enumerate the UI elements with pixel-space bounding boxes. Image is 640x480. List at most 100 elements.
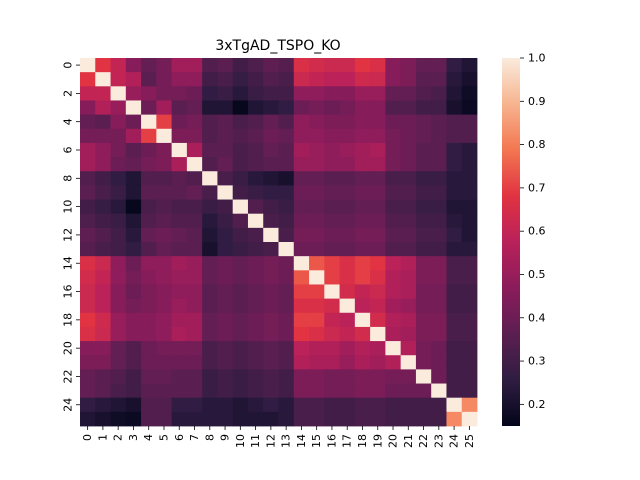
heatmap-cell [339, 383, 356, 399]
heatmap-cell [110, 100, 127, 116]
heatmap-cell [110, 213, 127, 229]
heatmap-cell [370, 100, 386, 116]
heatmap-cell [80, 213, 96, 229]
heatmap-cell [293, 284, 310, 300]
heatmap-cell [156, 227, 173, 243]
heatmap-cell [431, 142, 447, 158]
heatmap-cell [461, 227, 478, 243]
heatmap-cell [247, 114, 264, 130]
heatmap-cell [339, 227, 356, 243]
heatmap-cell [431, 58, 447, 73]
heatmap-cell [247, 355, 264, 370]
heatmap-cell [263, 270, 279, 285]
heatmap-cell [431, 86, 447, 101]
x-tick-label: 13 [280, 434, 293, 448]
heatmap-cell [156, 72, 173, 87]
heatmap-cell [415, 383, 432, 399]
heatmap-cell [263, 114, 279, 130]
heatmap-cell [247, 369, 264, 384]
x-tick-label: 19 [371, 434, 384, 448]
heatmap-cell [354, 355, 371, 370]
heatmap-cell [202, 341, 218, 356]
heatmap-cell [385, 242, 402, 257]
heatmap-cell [186, 171, 203, 186]
heatmap-cell [400, 142, 417, 158]
heatmap-cell [217, 411, 234, 427]
heatmap-cell [385, 298, 402, 314]
heatmap-cell [431, 242, 447, 257]
heatmap-cell [354, 58, 371, 73]
heatmap-cell [309, 100, 325, 116]
heatmap-cell [186, 284, 203, 300]
heatmap-cell [156, 157, 173, 172]
heatmap-cell [141, 171, 157, 186]
heatmap-cell [110, 227, 127, 243]
heatmap-cell [354, 397, 371, 413]
heatmap-cell [141, 298, 157, 314]
heatmap-cell [339, 100, 356, 116]
heatmap-cell [370, 58, 386, 73]
heatmap-cell [202, 58, 218, 73]
heatmap-cell [232, 397, 249, 413]
heatmap-cell [217, 397, 234, 413]
heatmap-cell [446, 298, 463, 314]
heatmap-cell [263, 341, 279, 356]
heatmap-cell [186, 242, 203, 257]
heatmap-cell [415, 86, 432, 101]
heatmap-cell [400, 58, 417, 73]
heatmap-cell [217, 369, 234, 384]
heatmap-cell [202, 86, 218, 101]
x-tick-label: 15 [310, 434, 323, 448]
heatmap-cell [217, 213, 234, 229]
heatmap-cell [171, 270, 188, 285]
heatmap-cell [400, 114, 417, 130]
heatmap-cell [217, 86, 234, 101]
heatmap-cell [431, 199, 447, 215]
heatmap-cell [415, 100, 432, 116]
heatmap-cell [431, 341, 447, 356]
heatmap-cell [400, 341, 417, 356]
heatmap-cell [446, 256, 463, 271]
heatmap-cell [370, 284, 386, 300]
heatmap-cell [202, 397, 218, 413]
heatmap-cell [446, 114, 463, 130]
heatmap-cell [186, 355, 203, 370]
heatmap-cell [217, 157, 234, 172]
heatmap-cell [309, 355, 325, 370]
heatmap-cell [171, 157, 188, 172]
heatmap-cell [278, 227, 295, 243]
heatmap-cell [217, 227, 234, 243]
heatmap-cell [110, 185, 127, 200]
heatmap-cell [232, 298, 249, 314]
heatmap-cell [278, 114, 295, 130]
heatmap-cell [110, 312, 127, 328]
heatmap-cell [141, 270, 157, 285]
heatmap-cell [400, 199, 417, 215]
chart-title: 3xTgAD_TSPO_KO [215, 38, 340, 54]
heatmap-cell [202, 142, 218, 158]
heatmap-cell [156, 86, 173, 101]
y-tick-label: 18 [62, 313, 75, 327]
heatmap-cell [263, 213, 279, 229]
heatmap-cell [232, 326, 249, 342]
heatmap-cell [339, 341, 356, 356]
heatmap-cell [446, 369, 463, 384]
heatmap-cell [247, 100, 264, 116]
y-tick-label: 8 [62, 175, 75, 182]
heatmap-cell [80, 114, 96, 130]
heatmap-cell [95, 114, 111, 130]
x-tick-label: 18 [356, 434, 369, 448]
heatmap-cell [415, 157, 432, 172]
heatmap-cell [339, 411, 356, 427]
heatmap-cell [385, 157, 402, 172]
heatmap-cell [400, 171, 417, 186]
heatmap-cell [263, 58, 279, 73]
y-tick-label: 6 [62, 147, 75, 154]
heatmap-cell [446, 185, 463, 200]
heatmap-cell [324, 383, 340, 399]
heatmap-cell [110, 369, 127, 384]
heatmap-cell [263, 171, 279, 186]
heatmap-cell [339, 72, 356, 87]
heatmap-cell [385, 199, 402, 215]
